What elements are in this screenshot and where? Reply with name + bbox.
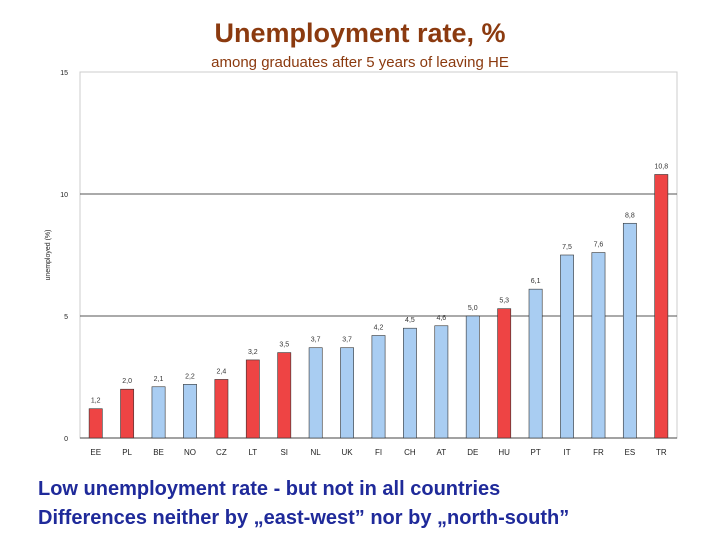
- x-tick-label: PT: [530, 448, 540, 457]
- data-label: 3,7: [342, 337, 352, 344]
- bar-be: [151, 386, 166, 439]
- bar-no: [183, 384, 197, 439]
- x-tick-label: ES: [625, 448, 636, 457]
- page-subtitle: among graduates after 5 years of leaving…: [211, 54, 509, 71]
- data-label: 10,8: [654, 163, 668, 170]
- data-label: 6,1: [531, 278, 541, 285]
- chart-area: 0 5 10 15 1,2 2,0 2,1 2,2 2,4 3,2 3,5 3,7 3,7 4,2 4,5…: [40, 62, 690, 462]
- bar-es: [622, 222, 637, 439]
- x-tick-label: AT: [437, 448, 447, 457]
- bar-chart: 0 5 10 15 1,2 2,0 2,1 2,2 2,4 3,2 3,5 3,7 3,7 4,2 4,5…: [45, 70, 678, 457]
- data-label: 2,4: [217, 368, 227, 375]
- x-tick-label: FR: [593, 448, 604, 457]
- bar-ch: [403, 327, 417, 439]
- data-label: 7,5: [562, 244, 572, 251]
- data-label: 4,6: [436, 315, 446, 322]
- caption-line-2: Differences neither by „east-west” nor b…: [38, 507, 570, 529]
- gridlines: [80, 193, 677, 317]
- data-label: 2,1: [154, 376, 164, 383]
- bars: 1,2 2,0 2,1 2,2 2,4 3,2 3,5 3,7 3,7 4,2 4,5 4,6 5,0 5…: [88, 163, 669, 439]
- bar-nl: [308, 347, 323, 439]
- x-tick-label: CZ: [216, 448, 227, 457]
- x-tick-label: UK: [342, 448, 354, 457]
- bar-lt: [245, 359, 260, 439]
- bar-ee: [88, 408, 103, 439]
- bar-de: [465, 315, 480, 439]
- bar-fr: [591, 252, 606, 439]
- data-label: 1,2: [91, 398, 101, 405]
- data-label: 4,5: [405, 317, 415, 324]
- x-tick-label: IT: [563, 448, 570, 457]
- data-label: 4,2: [374, 325, 384, 332]
- y-tick-label: 10: [60, 192, 68, 199]
- bar-fi: [371, 335, 386, 439]
- x-axis: EE PL BE NO CZ LT SI NL UK FI CH AT DE HU PT IT FR ES TR: [90, 448, 666, 457]
- y-axis-label: unemployed (%): [45, 230, 52, 281]
- bar-at: [434, 325, 449, 439]
- x-tick-label: BE: [153, 448, 164, 457]
- x-tick-label: SI: [280, 448, 288, 457]
- y-tick-label: 15: [60, 70, 68, 77]
- page-title: Unemployment rate, %: [214, 18, 506, 48]
- bar-uk: [340, 347, 354, 439]
- x-tick-label: FI: [375, 448, 382, 457]
- x-tick-label: PL: [122, 448, 132, 457]
- bar-hu: [497, 308, 512, 439]
- bar-it: [560, 254, 574, 439]
- data-label: 3,7: [311, 337, 321, 344]
- data-label: 2,0: [122, 378, 132, 385]
- data-label: 3,2: [248, 349, 258, 356]
- bar-tr: [654, 174, 669, 439]
- x-tick-label: EE: [90, 448, 101, 457]
- data-label: 5,3: [499, 298, 509, 305]
- x-tick-label: NO: [184, 448, 196, 457]
- x-tick-label: TR: [656, 448, 667, 457]
- data-label: 8,8: [625, 212, 635, 219]
- data-label: 3,5: [279, 342, 289, 349]
- x-tick-label: LT: [248, 448, 257, 457]
- data-label: 5,0: [468, 305, 478, 312]
- x-tick-label: HU: [498, 448, 510, 457]
- x-tick-label: NL: [311, 448, 322, 457]
- bar-pl: [120, 388, 135, 439]
- y-tick-label: 5: [64, 314, 68, 321]
- data-label: 7,6: [594, 242, 604, 249]
- x-tick-label: CH: [404, 448, 416, 457]
- data-label: 2,2: [185, 373, 195, 380]
- bar-cz: [214, 379, 229, 439]
- x-tick-label: DE: [467, 448, 478, 457]
- y-tick-label: 0: [64, 436, 68, 443]
- caption-line-1: Low unemployment rate - but not in all c…: [38, 478, 501, 500]
- bar-pt: [528, 288, 543, 439]
- bar-si: [277, 352, 292, 439]
